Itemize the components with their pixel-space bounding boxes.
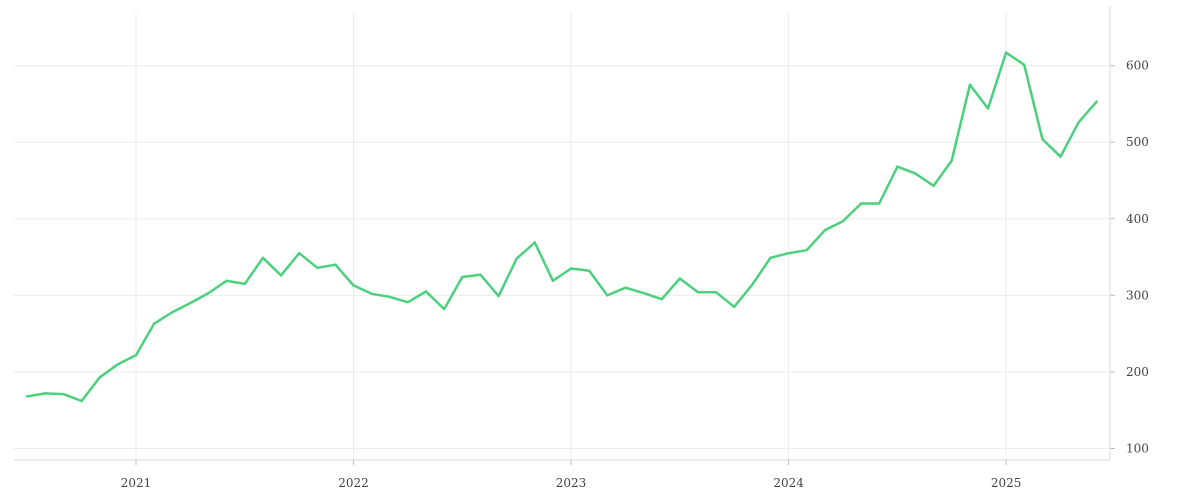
data-point <box>696 291 700 294</box>
data-point <box>443 307 446 311</box>
data-point <box>171 311 174 314</box>
data-point <box>479 273 482 276</box>
data-point <box>859 202 863 205</box>
data-point <box>116 363 120 366</box>
data-point <box>80 399 83 403</box>
data-point <box>316 266 319 269</box>
y-tick-label: 200 <box>1126 365 1149 379</box>
data-point <box>950 159 953 162</box>
series-line <box>26 51 1098 403</box>
data-point <box>134 353 138 357</box>
x-tick-label: 2023 <box>556 476 587 490</box>
data-point <box>497 294 500 298</box>
x-tick-label: 2022 <box>338 476 369 490</box>
data-point <box>279 274 283 277</box>
data-point <box>878 202 881 205</box>
data-point <box>334 263 337 266</box>
data-point <box>1059 155 1062 158</box>
data-point <box>44 392 47 395</box>
data-point <box>660 298 663 301</box>
y-tick-label: 500 <box>1126 135 1149 149</box>
data-point <box>896 165 899 168</box>
data-point <box>733 305 736 308</box>
data-point <box>551 279 555 282</box>
data-point <box>606 294 609 297</box>
data-point <box>968 83 972 87</box>
data-point <box>1022 63 1026 66</box>
data-point <box>225 279 228 282</box>
data-point <box>769 256 772 259</box>
data-point <box>98 376 102 379</box>
data-point <box>298 252 301 255</box>
data-point <box>787 252 790 255</box>
x-tick-label: 2025 <box>991 476 1022 490</box>
data-point <box>261 256 265 259</box>
data-point <box>1095 100 1098 103</box>
y-tick-label: 300 <box>1126 288 1149 302</box>
data-point <box>823 229 826 232</box>
data-point <box>388 295 391 299</box>
data-point <box>62 392 65 396</box>
data-point <box>986 107 990 110</box>
data-point <box>751 283 754 286</box>
data-point <box>642 291 645 295</box>
data-point <box>1004 51 1008 54</box>
grid <box>14 12 1110 460</box>
y-tick-label: 600 <box>1126 59 1149 73</box>
data-point <box>714 291 718 294</box>
data-point <box>1041 137 1044 141</box>
data-point <box>370 292 373 295</box>
data-point <box>841 219 845 223</box>
series <box>26 51 1098 403</box>
y-tick-label: 100 <box>1126 442 1149 456</box>
data-point <box>207 291 210 295</box>
x-tick-label: 2021 <box>121 476 152 490</box>
data-point <box>1077 121 1080 124</box>
data-point <box>26 395 29 398</box>
data-point <box>569 267 573 270</box>
data-point <box>678 277 681 280</box>
y-tick-label: 400 <box>1126 212 1149 226</box>
data-point <box>152 322 156 325</box>
data-point <box>588 269 591 272</box>
data-point <box>932 184 935 187</box>
data-point <box>424 290 428 293</box>
data-point <box>189 301 192 305</box>
data-point <box>243 282 246 286</box>
data-point <box>914 172 917 175</box>
data-point <box>406 301 410 304</box>
data-point <box>515 257 518 260</box>
tick-labels: 100 200 300 400 500 600 2021 2022 2023 2024 2025 <box>121 59 1149 490</box>
axes <box>14 6 1115 465</box>
data-point <box>461 275 464 279</box>
data-point <box>624 286 627 289</box>
data-point <box>805 249 808 252</box>
data-point <box>352 284 355 287</box>
data-point <box>533 241 536 244</box>
x-tick-label: 2024 <box>773 476 804 490</box>
